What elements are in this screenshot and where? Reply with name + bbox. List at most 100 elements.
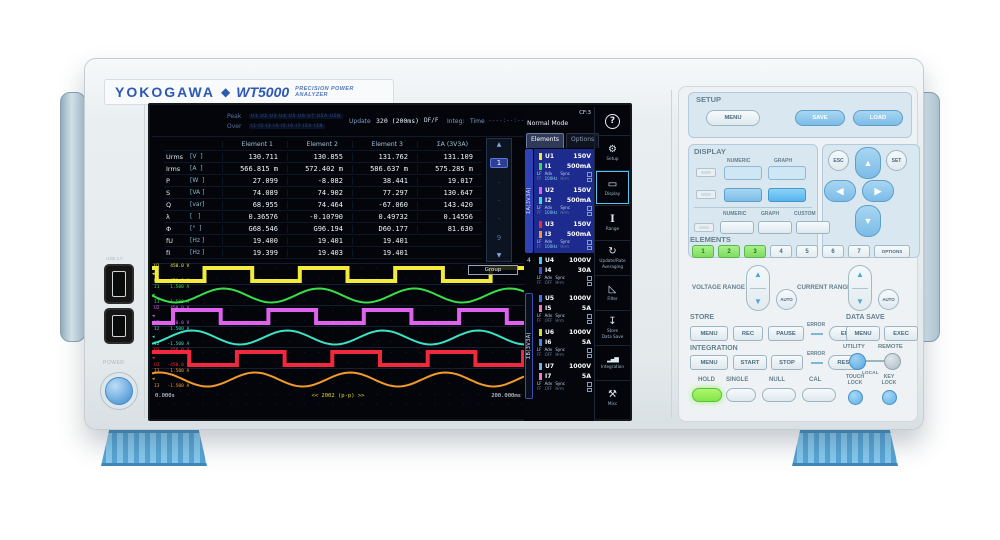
null-button[interactable] <box>762 388 796 402</box>
tab-elements[interactable]: Elements <box>526 133 564 148</box>
store-menu-button[interactable]: MENU <box>690 326 728 341</box>
pager[interactable]: ▲ 1 · · · 9 ▼ <box>486 138 512 262</box>
adv-freq-col: Adv 100Hz <box>545 205 558 218</box>
setup-save-button[interactable]: SAVE <box>795 110 845 126</box>
integration-start-button[interactable]: START <box>733 355 767 370</box>
integration-stop-button[interactable]: STOP <box>771 355 803 370</box>
full-graph-button[interactable] <box>758 221 792 234</box>
key-lock-button[interactable] <box>882 390 897 405</box>
esc-button[interactable]: ESC <box>828 150 849 171</box>
split-upper-indicator[interactable] <box>696 168 716 177</box>
filter-icon: ◺ <box>608 283 617 295</box>
element-button-2[interactable]: 2 <box>718 245 740 258</box>
element-entry-6[interactable]: U6 1000V I6 5A LF FF Adv OFF Sync Hrm <box>534 327 594 361</box>
i-color-chip <box>539 304 542 312</box>
element-button-5[interactable]: 5 <box>796 245 818 258</box>
param-name: P <box>166 176 170 185</box>
cell-value: 74.089 <box>222 188 287 197</box>
utility-button[interactable] <box>849 353 866 370</box>
pager-page[interactable]: 1 <box>490 158 508 169</box>
element-entry-5[interactable]: U5 1000V I5 5A LF FF Adv OFF Sync Hrm <box>534 293 594 327</box>
softkey-integration[interactable]: ▂▄▆ Integration <box>595 345 630 380</box>
element-button-1[interactable]: 1 <box>692 245 714 258</box>
freq-label: OFF <box>544 385 553 391</box>
element-button-4[interactable]: 4 <box>770 245 792 258</box>
softkey-setup[interactable]: ⚙ Setup <box>595 135 630 170</box>
softkey-store-data-save[interactable]: ↧ Store Data Save <box>595 310 630 345</box>
softkey-update-rate[interactable]: ↻ Update/Rate Averaging <box>595 240 630 275</box>
element-entry-4[interactable]: U4 1000V I4 30A LF FF Adv OFF Sync Hrm <box>534 255 594 289</box>
data-save-exec-button[interactable]: EXEC <box>884 326 918 341</box>
lf-label: LF <box>537 171 542 176</box>
softkey-help[interactable]: ? <box>595 107 630 135</box>
i-name: I7 <box>545 372 552 380</box>
setup-menu-button[interactable]: MENU <box>706 110 760 126</box>
right-button[interactable]: ▶ <box>862 180 894 202</box>
pager-up-icon[interactable]: ▲ <box>496 141 502 148</box>
element-button-3[interactable]: 3 <box>744 245 766 258</box>
current-range-up-icon[interactable]: ▲ <box>856 269 864 279</box>
element-button-options[interactable]: OPTIONS <box>874 245 910 258</box>
softkey-misc[interactable]: ⚒ Misc <box>595 380 630 415</box>
upper-graph-button[interactable] <box>768 166 806 180</box>
element-entry-3[interactable]: U3 150V I3 500mA LF FF Adv 100Hz Sync Hrm <box>534 219 594 253</box>
current-range-updown[interactable]: ▲ ▼ <box>848 265 872 311</box>
waveform-trace-u3: ◂ U3 450.0 V U3 -450.0 V <box>152 347 524 368</box>
down-button[interactable]: ▼ <box>855 205 881 237</box>
sync-u-box <box>587 382 592 387</box>
store-pause-button[interactable]: PAUSE <box>768 326 804 341</box>
current-range-down-icon[interactable]: ▼ <box>856 296 864 306</box>
split-lower-indicator[interactable] <box>696 190 716 199</box>
voltage-range-up-icon[interactable]: ▲ <box>754 269 762 279</box>
pager-page[interactable]: · <box>497 196 501 205</box>
full-numeric-button[interactable] <box>720 221 754 234</box>
voltage-range-updown[interactable]: ▲ ▼ <box>746 265 770 311</box>
hold-button[interactable] <box>692 388 722 402</box>
up-button[interactable]: ▲ <box>855 147 881 179</box>
trace-label-bottom: I2 -1.500 A <box>154 342 190 347</box>
softkey-label: Display <box>604 190 621 196</box>
power-button[interactable] <box>100 372 138 410</box>
current-range-auto-button[interactable]: AUTO <box>878 289 899 310</box>
waveform-trace-u1: ◂ U1 450.0 V U1 -450.0 V <box>152 263 524 284</box>
element-entry-7[interactable]: U7 1000V I7 5A LF FF Adv OFF Sync Hrm <box>534 361 594 395</box>
full-indicator[interactable] <box>694 223 714 232</box>
full-custom-button[interactable] <box>796 221 830 234</box>
softkey-display[interactable]: ▭ Display <box>595 170 630 205</box>
element-entry-1[interactable]: U1 150V I1 500mA LF FF Adv 100Hz Sync Hrm <box>534 151 594 185</box>
lower-graph-button[interactable] <box>768 188 806 202</box>
ff-label: FF <box>537 175 542 181</box>
element-entry-2[interactable]: U2 150V I2 500mA LF FF Adv 100Hz Sync Hrm <box>534 185 594 219</box>
voltage-range-auto-button[interactable]: AUTO <box>776 289 797 310</box>
integration-menu-button[interactable]: MENU <box>690 355 728 370</box>
tab-options[interactable]: Options <box>565 133 600 148</box>
element-button-7[interactable]: 7 <box>848 245 870 258</box>
softkey-filter[interactable]: ◺ Filter <box>595 275 630 310</box>
pager-page[interactable]: · <box>497 178 501 187</box>
pager-down-icon[interactable]: ▼ <box>496 251 502 259</box>
touch-lock-button[interactable] <box>848 390 863 405</box>
cell-value: 81.630 <box>417 224 482 233</box>
upper-numeric-button[interactable] <box>724 166 762 180</box>
element-button-6[interactable]: 6 <box>822 245 844 258</box>
voltage-range-down-icon[interactable]: ▼ <box>754 296 762 306</box>
single-button[interactable] <box>726 388 756 402</box>
sync-hrm-col: Sync Hrm <box>560 205 570 218</box>
freq-label: 100Hz <box>544 175 558 181</box>
store-rec-button[interactable]: REC <box>733 326 763 341</box>
lf-label: LF <box>537 347 542 352</box>
param-unit: [ ] <box>190 213 201 220</box>
left-button[interactable]: ◀ <box>824 180 856 202</box>
pager-page[interactable]: 9 <box>496 233 502 242</box>
set-button[interactable]: SET <box>886 150 907 171</box>
u-name: U7 <box>545 362 555 370</box>
setup-load-button[interactable]: LOAD <box>853 110 903 126</box>
softkey-range[interactable]: Ⅰ Range <box>595 205 630 240</box>
adv-label: Adv <box>544 347 553 352</box>
data-save-menu-button[interactable]: MENU <box>846 326 880 341</box>
param-name: S <box>166 188 171 197</box>
lower-numeric-button[interactable] <box>724 188 762 202</box>
cal-button[interactable] <box>802 388 836 402</box>
group-tag[interactable]: Group <box>468 265 518 275</box>
pager-page[interactable]: · <box>497 215 501 224</box>
